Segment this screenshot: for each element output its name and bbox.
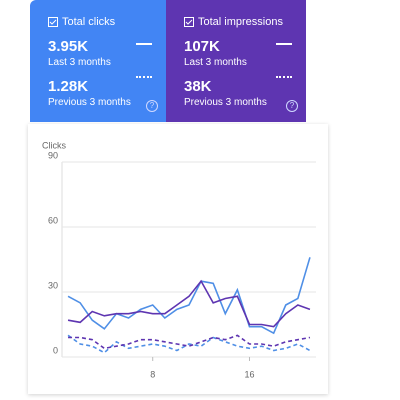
checkbox[interactable] (48, 17, 58, 27)
current-value: 3.95K (48, 38, 89, 55)
dotted-line-icon (276, 76, 292, 78)
card-title-text: Total impressions (198, 16, 283, 28)
metric-card[interactable]: Total clicks 3.95K Last 3 months 1.28K P… (30, 0, 166, 122)
card-title: Total clicks (48, 16, 154, 28)
y-tick-label: 90 (48, 150, 58, 160)
dotted-line-icon (136, 76, 152, 78)
help-icon[interactable]: ? (286, 100, 298, 112)
series-line (67, 257, 311, 335)
y-axis-title: Clicks (42, 140, 66, 150)
checkbox[interactable] (184, 17, 194, 27)
solid-line-icon (276, 43, 292, 45)
x-tick-label: 8 (150, 369, 155, 379)
y-tick-label: 60 (48, 215, 58, 225)
previous-label: Previous 3 months (184, 97, 267, 108)
previous-value: 38K (184, 78, 212, 95)
metric-card[interactable]: Total impressions 107K Last 3 months 38K… (166, 0, 306, 122)
current-value: 107K (184, 38, 220, 55)
help-icon[interactable]: ? (146, 100, 158, 112)
solid-line-icon (136, 43, 152, 45)
current-label: Last 3 months (48, 57, 111, 68)
series-line (67, 279, 311, 328)
previous-label: Previous 3 months (48, 97, 131, 108)
series-line (67, 334, 311, 354)
series-line (68, 334, 311, 350)
y-tick-label: 0 (53, 345, 58, 355)
previous-value: 1.28K (48, 78, 89, 95)
current-label: Last 3 months (184, 57, 247, 68)
y-tick-label: 30 (48, 280, 58, 290)
x-tick-label: 16 (244, 369, 254, 379)
card-title-text: Total clicks (62, 16, 116, 28)
card-title: Total impressions (184, 16, 294, 28)
chart-panel (28, 124, 328, 394)
